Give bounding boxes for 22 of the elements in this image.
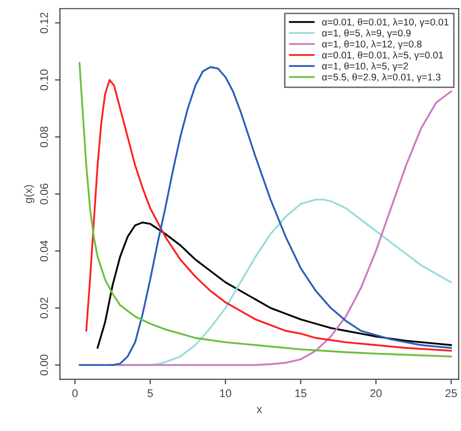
x-tick-label: 0 [72, 389, 78, 398]
x-tick-label: 25 [446, 389, 457, 398]
x-tick-label: 20 [370, 389, 382, 398]
y-tick-label: 0.06 [40, 184, 48, 204]
legend-label: α=1, θ=10, λ=5, γ=2 [322, 62, 408, 72]
legend-label: α=0.01, θ=0.01, λ=5, γ=0.01 [322, 51, 444, 60]
legend-label: α=1, θ=5, λ=9, γ=0.9 [322, 29, 411, 38]
line-series [96, 222, 452, 349]
y-tick-label: 0.08 [40, 126, 48, 148]
y-tick-label: 0.04 [40, 240, 48, 262]
y-tick-label: 0.00 [40, 354, 48, 376]
x-tick-label: 10 [220, 389, 232, 398]
legend-label: α=5.5, θ=2.9, λ=0.01, γ=1.3 [322, 73, 440, 82]
y-axis-title: g(x) [24, 185, 34, 204]
legend-label: α=1, θ=10, λ=12, γ=0.8 [322, 40, 422, 50]
x-tick-label: 5 [148, 389, 153, 398]
y-tick-label: 0.12 [40, 12, 48, 34]
y-tick-label: 0.02 [40, 298, 48, 318]
x-axis-title: x [256, 407, 262, 413]
x-tick-label: 15 [295, 389, 306, 398]
y-tick-label: 0.10 [40, 70, 48, 90]
legend-label: α=0.01, θ=0.01, λ=10, γ=0.01 [322, 18, 449, 28]
